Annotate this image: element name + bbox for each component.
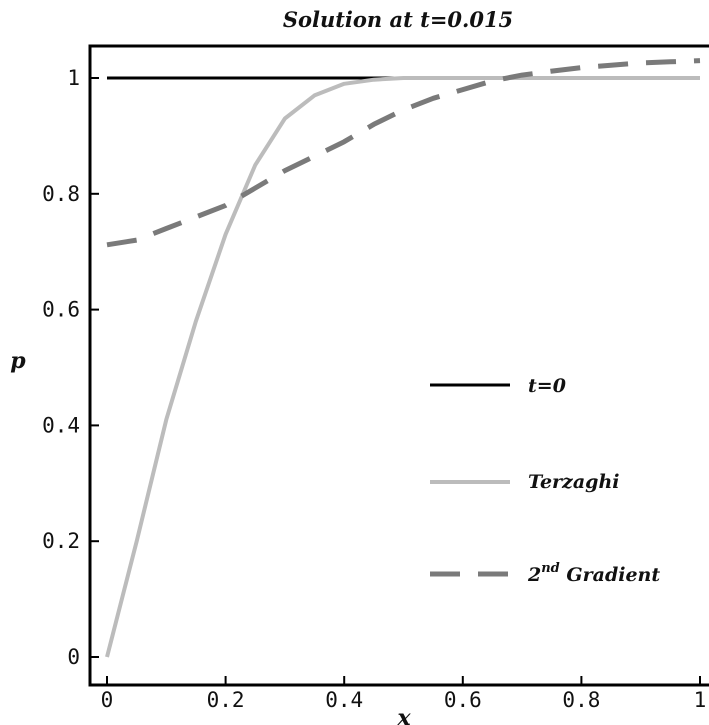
y-tick-label: 0.2 xyxy=(42,529,80,553)
plot-frame xyxy=(88,44,709,687)
legend-gradient-base: 2 xyxy=(527,564,541,586)
legend-gradient-sup: nd xyxy=(541,561,560,576)
x-tick-label: 0 xyxy=(101,688,114,712)
chart-title: Solution at t=0.015 xyxy=(283,7,513,32)
legend: t=0 Terzaghi 2nd Gradient xyxy=(430,375,660,586)
y-axis-label: p xyxy=(10,348,26,374)
x-tick-label: 1 xyxy=(694,688,707,712)
x-axis-label: x xyxy=(396,705,411,725)
legend-label-t0: t=0 xyxy=(528,375,566,397)
legend-label-gradient: 2nd Gradient xyxy=(527,561,660,586)
y-tick-label: 0.6 xyxy=(42,298,80,322)
y-tick-label: 0.8 xyxy=(42,182,80,206)
y-tick-label: 0 xyxy=(67,645,80,669)
x-tick-label: 0.8 xyxy=(562,688,600,712)
legend-gradient-rest: Gradient xyxy=(560,564,661,586)
legend-label-terzaghi: Terzaghi xyxy=(528,471,619,493)
series-layer xyxy=(105,58,701,658)
y-axis: 0 0.2 0.4 0.6 0.8 1 xyxy=(42,66,99,669)
x-tick-label: 0.4 xyxy=(325,688,363,712)
x-tick-label: 0.6 xyxy=(444,688,482,712)
y-tick-label: 1 xyxy=(67,66,80,90)
x-tick-label: 0.2 xyxy=(207,688,245,712)
series-line-2nd-gradient xyxy=(106,58,701,248)
series-line-terzaghi xyxy=(105,76,700,658)
y-tick-label: 0.4 xyxy=(42,413,80,437)
x-axis: 0 0.2 0.4 0.6 0.8 1 xyxy=(101,676,707,712)
